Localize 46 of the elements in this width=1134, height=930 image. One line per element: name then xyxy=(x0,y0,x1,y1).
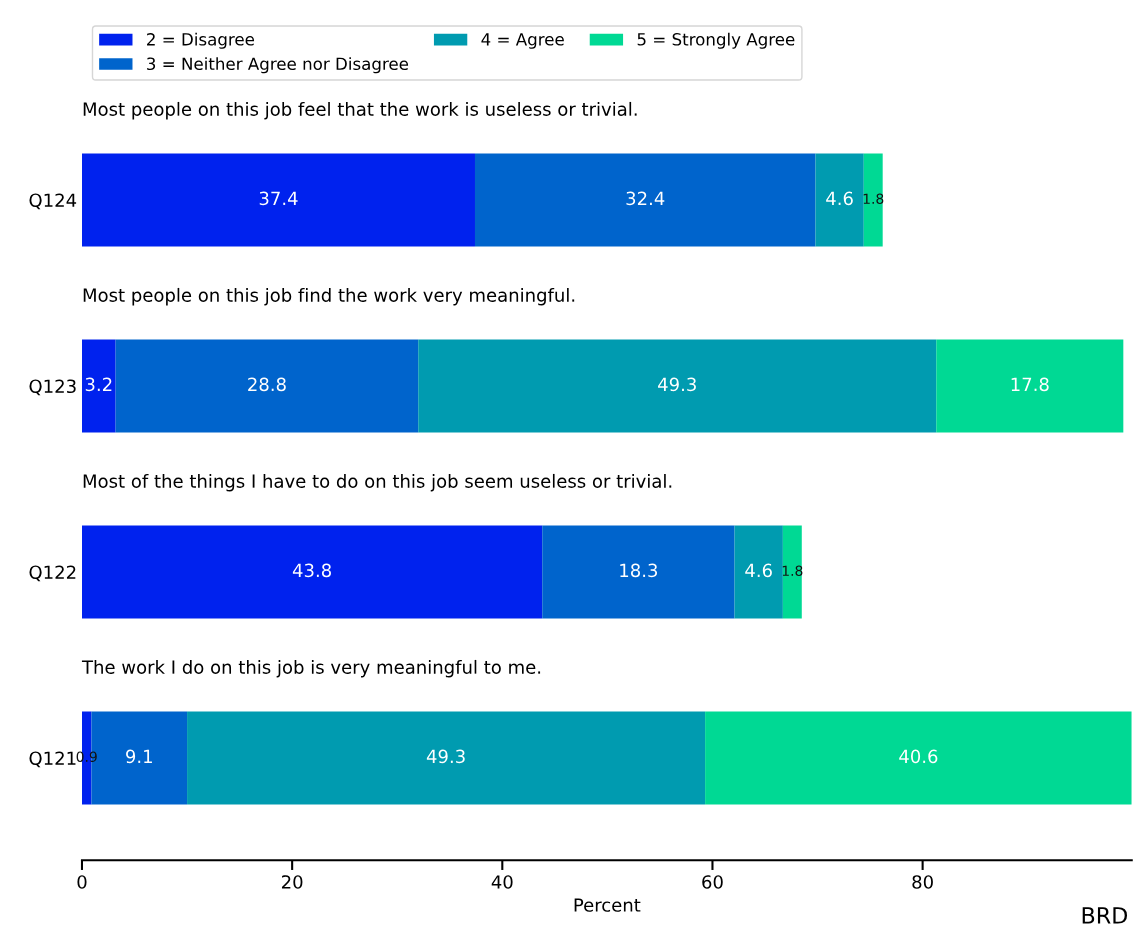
bar xyxy=(705,711,1132,805)
data-label: 40.6 xyxy=(899,749,938,764)
x-tick-label: 80 xyxy=(912,875,933,889)
y-tick-label: Q123 xyxy=(29,379,76,396)
x-tick-label: 0 xyxy=(77,875,87,889)
data-label: 37.4 xyxy=(259,191,298,206)
bar xyxy=(115,339,419,433)
annotation: Most people on this job find the work very meaningful. xyxy=(83,287,575,306)
bar xyxy=(81,339,116,433)
x-axis-title: Percent xyxy=(574,898,641,912)
data-label: 4.6 xyxy=(826,191,853,206)
bar xyxy=(815,153,864,247)
legend-label: 5 = Strongly Agree xyxy=(637,32,795,49)
annotation: Most people on this job feel that the work is useless or trivial. xyxy=(83,101,637,120)
bar xyxy=(863,153,883,247)
data-label: 4.6 xyxy=(745,563,772,578)
x-tick-label: 40 xyxy=(491,875,513,889)
annotation: Most of the things I have to do on this job seem useless or trivial. xyxy=(83,473,672,492)
data-label: 49.3 xyxy=(658,377,696,392)
data-label: 17.8 xyxy=(1011,377,1049,392)
data-label: 28.8 xyxy=(248,377,286,392)
bar xyxy=(734,525,783,619)
x-tick-label: 20 xyxy=(281,875,303,889)
data-label: 43.8 xyxy=(292,563,331,578)
bar xyxy=(474,153,816,247)
text: BRD xyxy=(1082,907,1128,924)
data-label: 9.1 xyxy=(126,749,152,764)
legend-label: 4 = Agree xyxy=(481,33,564,49)
bar xyxy=(782,525,802,619)
legend-label: 2 = Disagree xyxy=(147,32,255,49)
x-tick-label: 60 xyxy=(702,875,723,889)
data-label: 3.2 xyxy=(85,377,112,392)
annotation: The work I do on this job is very meaningful to me. xyxy=(81,659,541,678)
bar xyxy=(936,339,1124,433)
bar xyxy=(542,525,735,619)
y-tick-label: Q121 xyxy=(29,751,76,768)
data-label: 18.3 xyxy=(620,563,658,578)
bar xyxy=(418,339,937,433)
data-label: 32.4 xyxy=(626,191,665,206)
data-label: 49.3 xyxy=(426,749,465,764)
y-tick-label: Q124 xyxy=(29,193,77,210)
bar xyxy=(81,153,475,247)
bar xyxy=(187,711,706,805)
y-tick-label: Q122 xyxy=(29,565,76,582)
bar xyxy=(81,525,543,619)
legend-label: 3 = Neither Agree nor Disagree xyxy=(147,57,409,74)
